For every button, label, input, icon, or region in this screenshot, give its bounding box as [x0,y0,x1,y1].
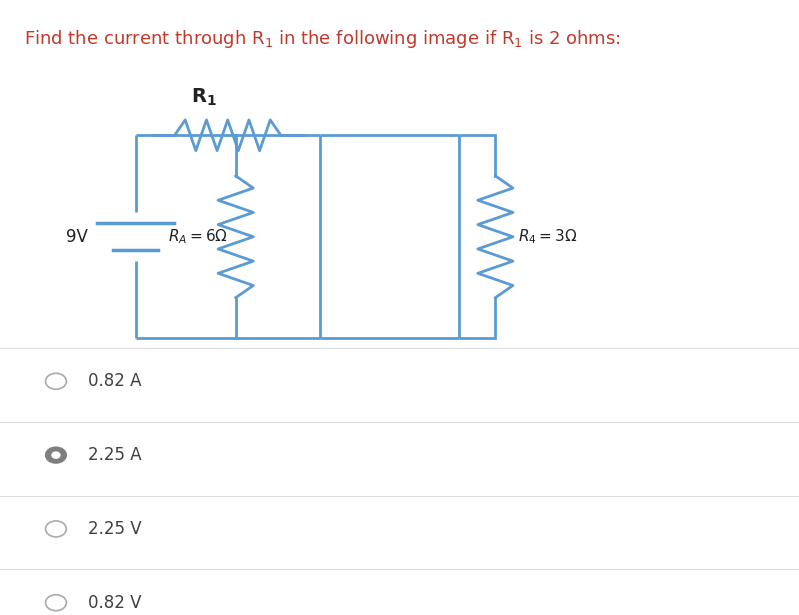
Text: Find the current through R$_1$ in the following image if R$_1$ is 2 ohms:: Find the current through R$_1$ in the fo… [24,28,621,50]
Text: 0.82 V: 0.82 V [88,593,141,612]
Circle shape [46,447,66,463]
Circle shape [52,452,60,458]
Text: $\mathbf{R_1}$: $\mathbf{R_1}$ [191,86,217,108]
Text: 2.25 V: 2.25 V [88,520,141,538]
Text: 0.82 A: 0.82 A [88,372,141,391]
Text: 2.25 A: 2.25 A [88,446,141,464]
Text: 9V: 9V [66,228,88,246]
Text: $R_4 = 3\Omega$: $R_4 = 3\Omega$ [518,228,577,246]
Text: $R_A = 6\Omega$: $R_A = 6\Omega$ [168,228,228,246]
